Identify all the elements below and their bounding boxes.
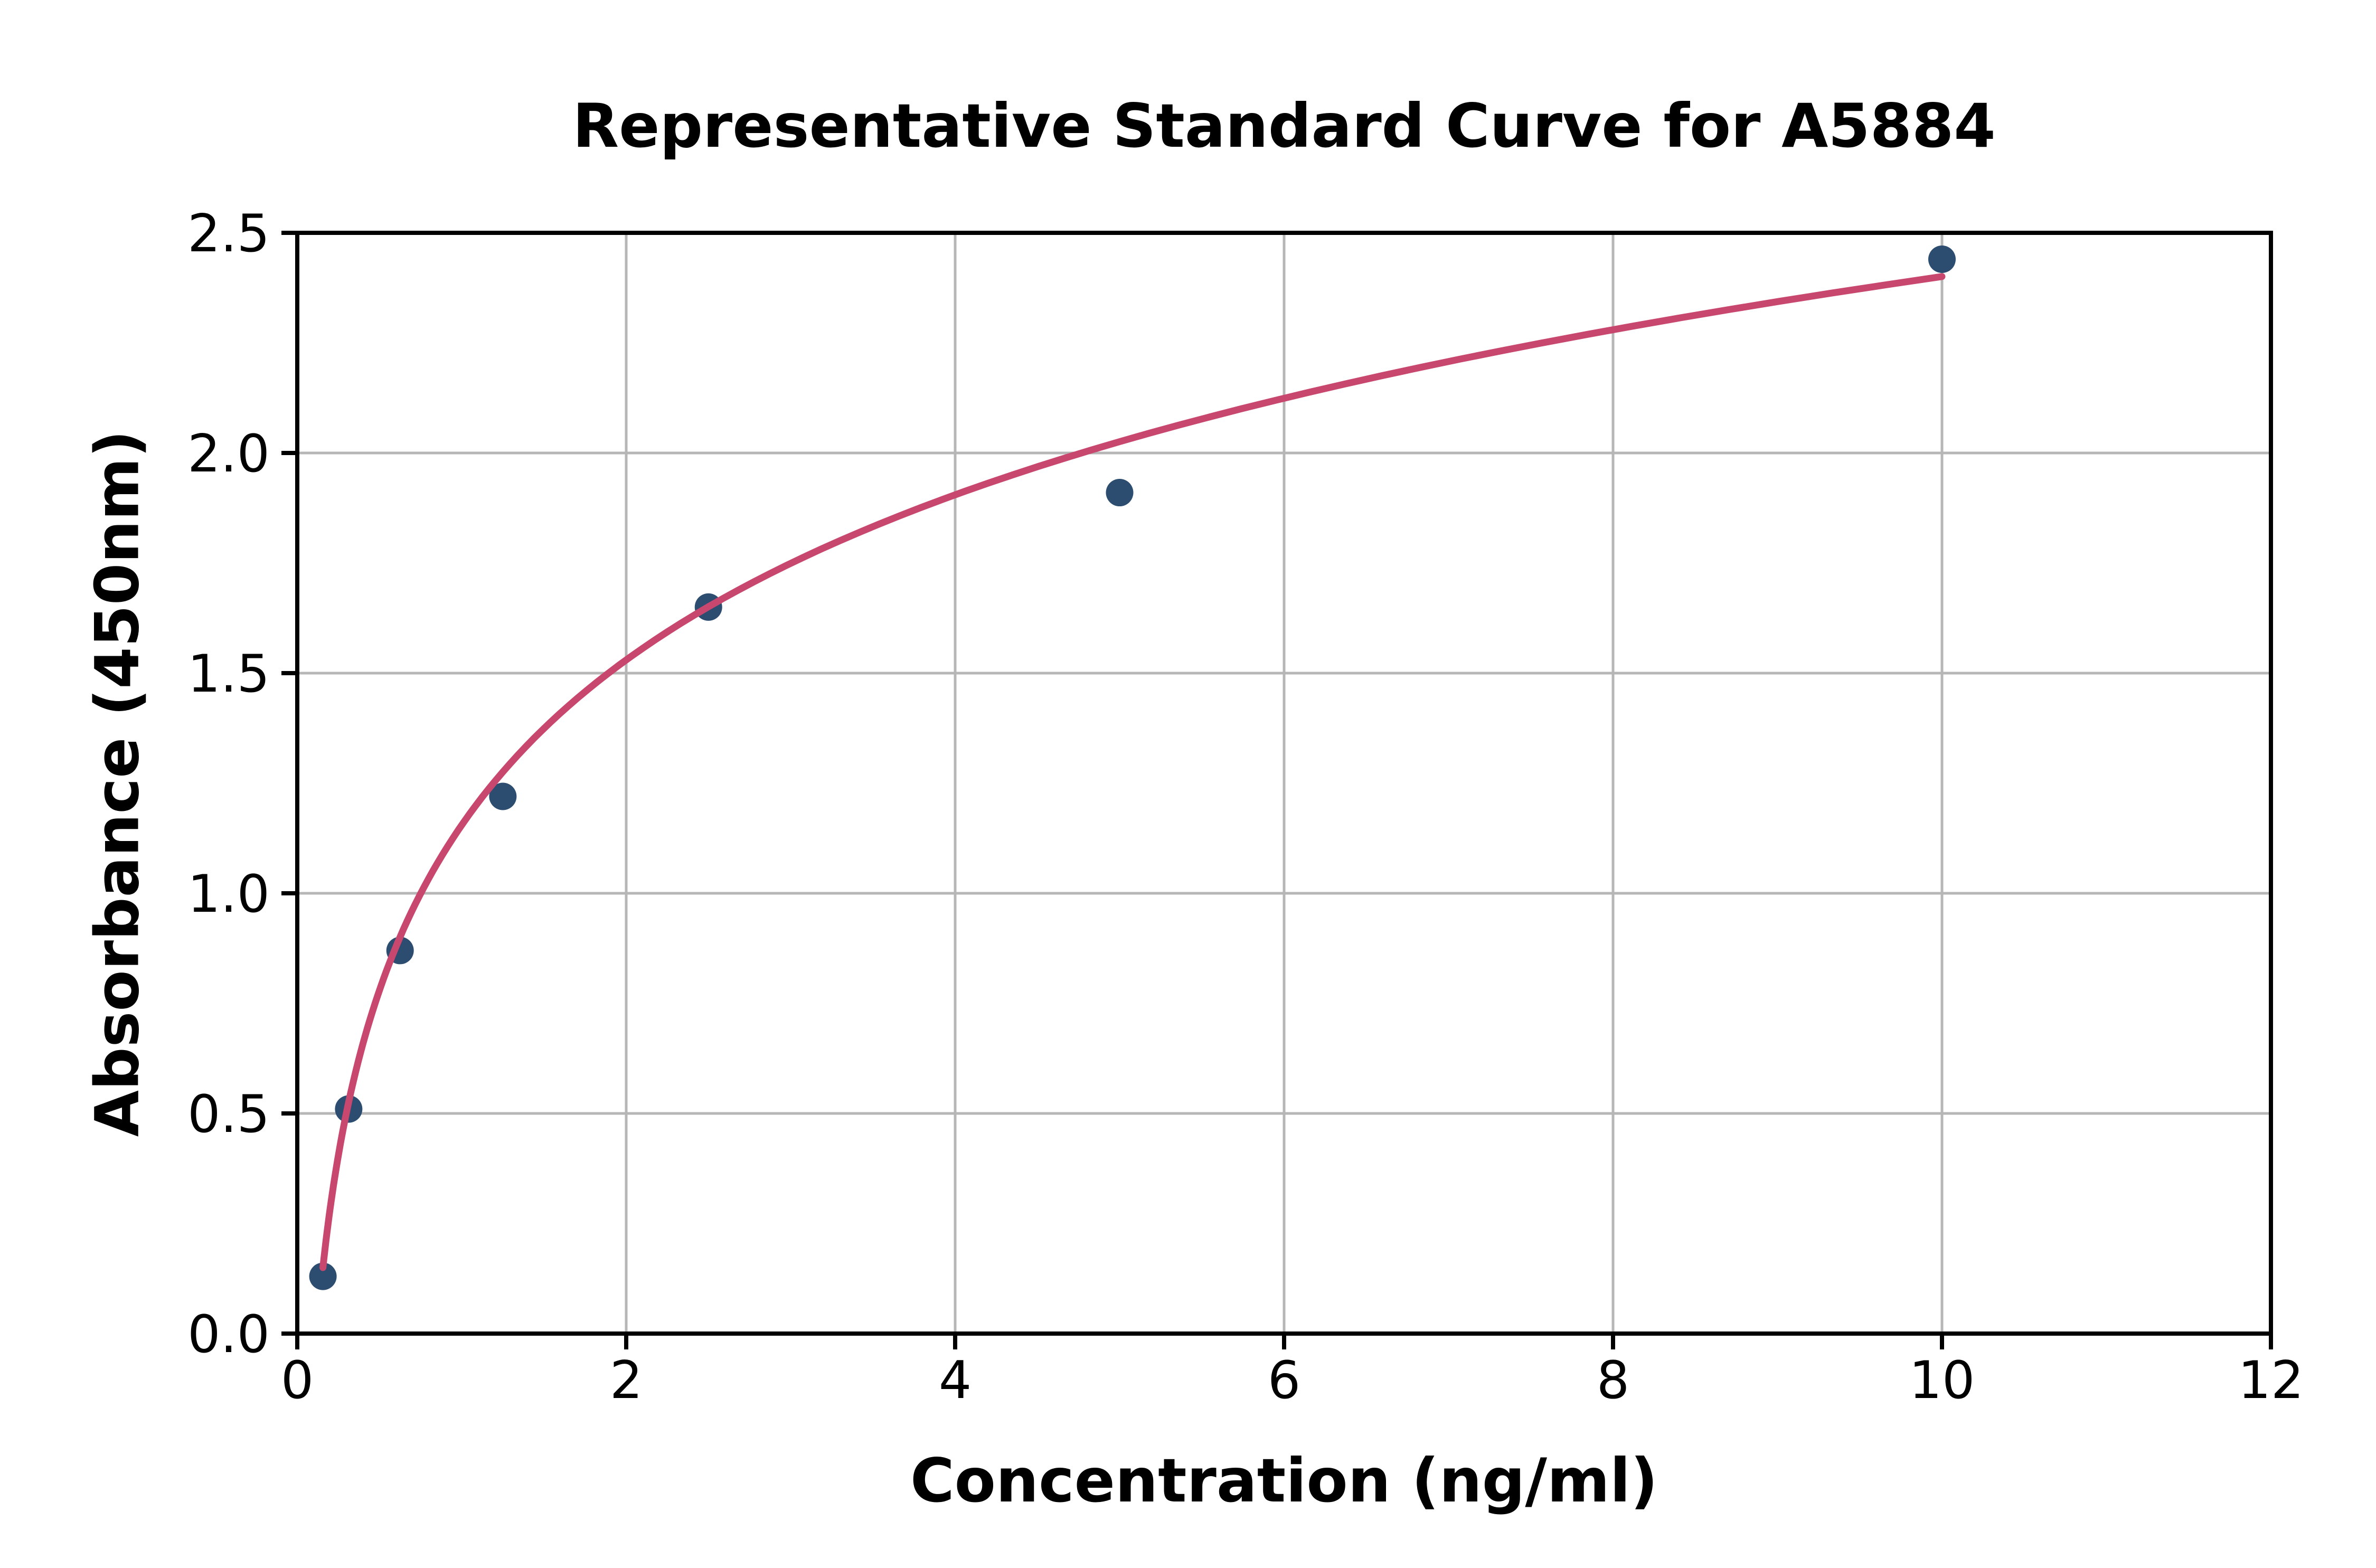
x-tick-label: 10 [1909,1350,1975,1411]
plot-spines [295,231,2273,1336]
data-point [489,782,517,810]
x-tick-label: 8 [1597,1350,1629,1411]
x-tick-label: 6 [1268,1350,1300,1411]
y-axis-label: Absorbance (450nm) [82,430,153,1137]
chart-title: Representative Standard Curve for A5884 [572,91,1996,161]
y-tick-label: 0.5 [187,1084,270,1145]
x-tick-label: 12 [2238,1350,2304,1411]
y-tick-label: 2.0 [187,424,270,484]
x-tick-label: 2 [610,1350,643,1411]
data-point [1928,245,1956,273]
data-point [1106,479,1134,507]
x-tick-label: 4 [939,1350,972,1411]
y-tick-label: 2.5 [187,204,270,264]
y-tick-label: 1.5 [187,644,270,704]
y-tick-label: 1.0 [187,864,270,924]
data-point [309,1262,337,1290]
x-axis-label: Concentration (ng/ml) [910,1446,1658,1516]
fit-curve [319,273,1946,1271]
x-tick-label: 0 [281,1350,314,1411]
y-tick-label: 0.0 [187,1305,270,1365]
